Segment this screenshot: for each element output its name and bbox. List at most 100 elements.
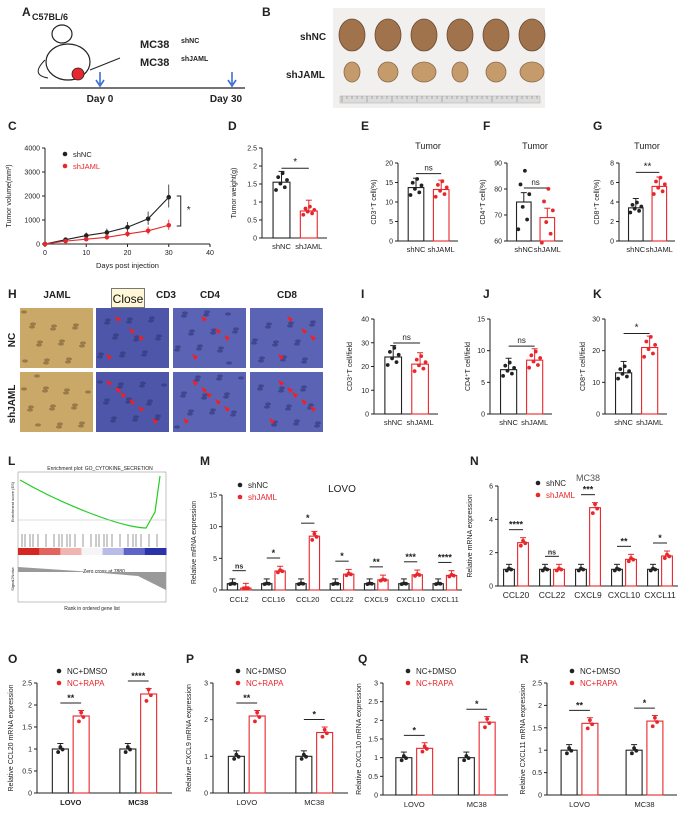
- y-tick-label: 0.5: [247, 218, 257, 225]
- data-dot: [442, 192, 447, 197]
- ihc-cell: [301, 385, 307, 389]
- y-tick-label: 6: [489, 484, 493, 491]
- data-dot: [505, 368, 510, 373]
- data-dot: [565, 751, 569, 756]
- ihc-cell: [111, 416, 117, 420]
- ihc-cell: [182, 311, 188, 315]
- significance-label: *: [475, 699, 479, 709]
- ihc-cell: [217, 374, 223, 378]
- bar: [625, 749, 643, 796]
- ihc-cell: [188, 409, 194, 413]
- ihc-cell: [97, 380, 103, 384]
- data-dot: [655, 720, 659, 724]
- ihc-cell: [310, 320, 316, 324]
- data-dot: [255, 710, 260, 715]
- ihc-cell: [141, 353, 147, 357]
- ihc-cell: [117, 385, 123, 389]
- significance-label: ****: [438, 552, 453, 562]
- y-tick-label: 80: [494, 187, 502, 194]
- rank-gradient: [18, 548, 40, 555]
- panel-letter: Q: [358, 652, 367, 666]
- data-dot: [81, 715, 86, 719]
- y-tick-label: 1.5: [247, 182, 257, 189]
- data-dot: [322, 727, 327, 732]
- data-dot: [462, 758, 467, 763]
- data-dot: [542, 199, 546, 204]
- y-tick-label: 2.5: [368, 699, 378, 706]
- data-dot: [440, 179, 445, 184]
- data-dot: [520, 204, 525, 209]
- data-dot: [394, 360, 399, 365]
- ihc-image: [20, 308, 93, 368]
- ihc-cell: [295, 339, 301, 343]
- ihc-cell: [181, 391, 187, 395]
- data-dot: [308, 204, 312, 209]
- data-dot: [654, 179, 658, 184]
- ihc-cell: [21, 310, 27, 314]
- y-axis-label: CD3⁺T cell/field: [347, 342, 354, 391]
- gsea-ylabel-top: Enrichment score (ES): [10, 481, 15, 522]
- significance-label: ns: [402, 333, 410, 342]
- ihc-cell: [58, 342, 64, 346]
- legend-marker: [569, 668, 575, 674]
- bar: [553, 568, 565, 587]
- y-axis-label: Relative CXCL11 mRNA expression: [520, 683, 527, 794]
- legend-label: NC+RAPA: [246, 679, 284, 688]
- ihc-cell: [21, 387, 27, 391]
- data-dot: [301, 581, 306, 586]
- ihc-cell: [251, 341, 257, 345]
- red-arrow: [129, 328, 135, 334]
- data-dot: [485, 717, 490, 721]
- x-tick-label: shNC: [499, 418, 518, 427]
- group-label-nc-sup: shNC: [181, 38, 199, 45]
- data-dot: [527, 192, 532, 197]
- ihc-cell: [98, 352, 104, 356]
- bar: [647, 568, 659, 587]
- close-button[interactable]: Close: [111, 288, 145, 308]
- y-axis-label: CD8⁺T cell(%): [594, 179, 601, 224]
- x-tick-label: shJAML: [295, 242, 322, 251]
- legend-marker: [237, 482, 243, 488]
- tumor-shnc: [338, 18, 366, 52]
- ihc-cell: [146, 402, 152, 406]
- ihc-cell: [293, 422, 299, 426]
- y-tick-label: 0: [596, 412, 600, 419]
- data-dot: [588, 718, 592, 722]
- panel-letter: I: [361, 287, 364, 301]
- ihc-cell: [278, 389, 284, 393]
- significance-label: *: [658, 533, 662, 543]
- x-tick-label: LOVO: [569, 800, 590, 809]
- x-tick-label: shJAML: [521, 418, 548, 427]
- significance-label: *: [340, 551, 344, 561]
- ihc-cell: [188, 332, 194, 336]
- tumor-shjaml: [343, 61, 361, 83]
- ihc-cell: [105, 318, 111, 322]
- ihc-cell: [73, 323, 79, 327]
- data-dot: [590, 722, 594, 727]
- ihc-cell: [294, 419, 300, 423]
- y-tick-label: 0: [481, 412, 485, 419]
- data-dot: [545, 567, 550, 572]
- ihc-cell: [259, 356, 265, 360]
- rank-gradient: [144, 548, 167, 555]
- data-dot: [521, 538, 525, 543]
- red-arrow: [192, 380, 198, 386]
- ihc-image: [250, 372, 323, 432]
- x-tick-label: shJAML: [407, 418, 434, 427]
- panel-letter: B: [262, 5, 271, 19]
- ihc-cell: [233, 327, 239, 331]
- data-dot: [546, 186, 551, 191]
- panel-letter: H: [8, 287, 17, 301]
- bar: [248, 715, 266, 794]
- y-tick-label: 0: [204, 791, 208, 798]
- legend-marker: [56, 680, 62, 686]
- red-arrow: [310, 406, 316, 412]
- y-tick-label: 3: [204, 681, 208, 688]
- y-tick-label: 2: [374, 718, 378, 725]
- x-tick-label: LOVO: [236, 798, 257, 807]
- data-dot: [653, 715, 657, 720]
- ihc-cell: [22, 359, 28, 363]
- panel-letter: K: [593, 287, 602, 301]
- x-tick-label: shJAML: [534, 245, 561, 254]
- data-dot: [396, 352, 401, 357]
